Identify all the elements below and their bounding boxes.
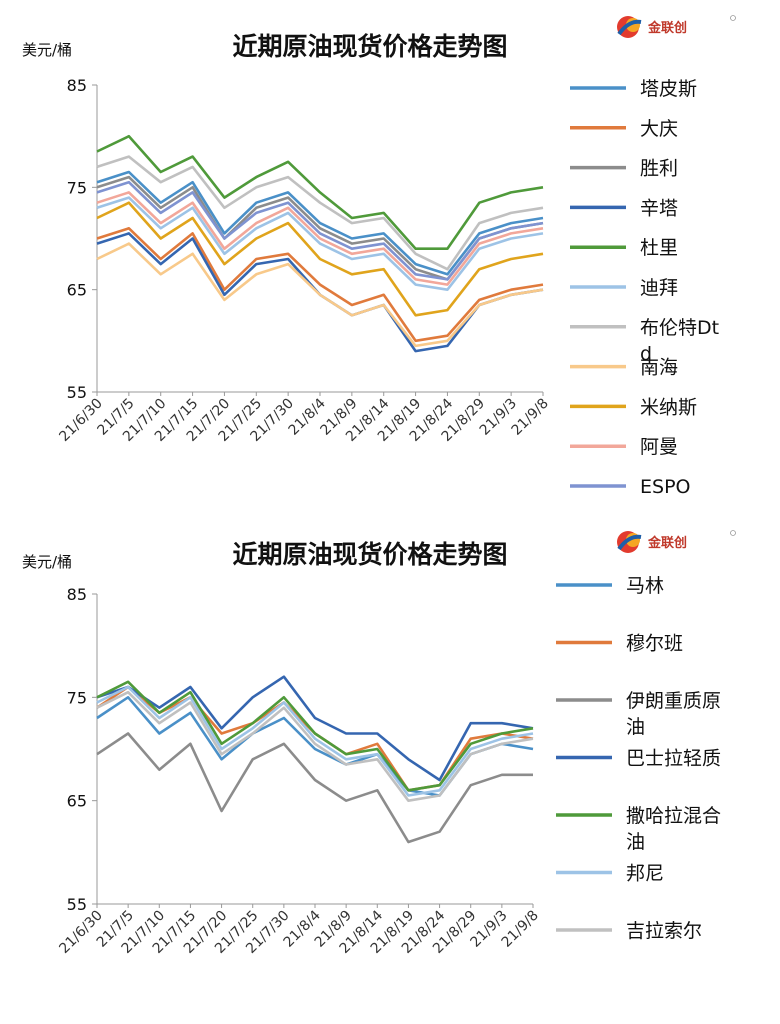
y-tick-label: 85 bbox=[67, 585, 87, 604]
x-tick-label: 21/6/30 bbox=[56, 908, 105, 957]
y-tick-label: 65 bbox=[67, 792, 87, 811]
legend-label: 邦尼 bbox=[626, 863, 664, 885]
chart-title: 近期原油现货价格走势图 bbox=[232, 540, 507, 569]
brand-logo-icon: 金联创 bbox=[617, 15, 736, 38]
y-tick-label: 55 bbox=[67, 895, 87, 914]
legend-label-continued: 油 bbox=[626, 716, 645, 738]
legend-label: 马林 bbox=[626, 575, 664, 597]
series-line-4 bbox=[96, 675, 534, 782]
series-line-3 bbox=[96, 732, 533, 844]
chart-title: 近期原油现货价格走势图 bbox=[232, 32, 507, 61]
legend-label: 迪拜 bbox=[640, 277, 678, 299]
legend-label: 塔皮斯 bbox=[640, 78, 697, 100]
series-line-7 bbox=[96, 690, 534, 803]
series-line-1 bbox=[96, 170, 544, 276]
series-line-10 bbox=[96, 191, 544, 286]
y-axis-unit-label: 美元/桶 bbox=[22, 553, 72, 571]
legend-label: 杜里 bbox=[640, 237, 678, 259]
legend-label: 布伦特Dt bbox=[640, 317, 719, 339]
y-tick-label: 75 bbox=[67, 688, 87, 707]
y-axis-unit-label: 美元/桶 bbox=[22, 41, 72, 59]
legend-label: 伊朗重质原 bbox=[626, 690, 721, 712]
legend-label: 大庆 bbox=[640, 118, 678, 140]
y-tick-label: 85 bbox=[67, 76, 87, 95]
legend-label: 阿曼 bbox=[640, 436, 678, 458]
y-tick-label: 55 bbox=[67, 383, 87, 402]
series-line-6 bbox=[96, 196, 544, 292]
series-line-5 bbox=[96, 134, 544, 250]
svg-text:金联创: 金联创 bbox=[647, 535, 687, 551]
series-line-7 bbox=[96, 155, 544, 271]
series-line-2 bbox=[96, 227, 544, 343]
series-line-6 bbox=[96, 685, 534, 797]
legend-label: 胜利 bbox=[640, 158, 678, 180]
legend-label: 巴士拉轻质 bbox=[626, 748, 721, 770]
legend-label: 穆尔班 bbox=[626, 633, 683, 655]
legend-label: 南海 bbox=[640, 357, 678, 379]
legend-label: ESPO bbox=[640, 476, 690, 498]
legend-label-continued: d bbox=[640, 343, 652, 365]
chart-2: 近期原油现货价格走势图美元/桶金联创8575655521/6/3021/7/52… bbox=[22, 530, 736, 957]
series-line-9 bbox=[96, 201, 544, 317]
brand-logo-icon: 金联创 bbox=[617, 530, 736, 553]
legend-label: 吉拉索尔 bbox=[626, 920, 702, 942]
legend-label: 辛塔 bbox=[640, 197, 678, 219]
svg-text:金联创: 金联创 bbox=[647, 20, 687, 36]
y-tick-label: 65 bbox=[67, 281, 87, 300]
series-line-11 bbox=[96, 180, 544, 281]
series-line-5 bbox=[96, 680, 534, 792]
legend-label: 撒哈拉混合 bbox=[626, 805, 721, 827]
chart-1: 近期原油现货价格走势图美元/桶金联创8575655521/6/3021/7/52… bbox=[22, 15, 736, 498]
series-line-8 bbox=[96, 242, 544, 348]
legend-label-continued: 油 bbox=[626, 831, 645, 853]
y-tick-label: 75 bbox=[67, 178, 87, 197]
legend-label: 米纳斯 bbox=[640, 396, 697, 418]
x-tick-label: 21/6/30 bbox=[56, 396, 105, 445]
